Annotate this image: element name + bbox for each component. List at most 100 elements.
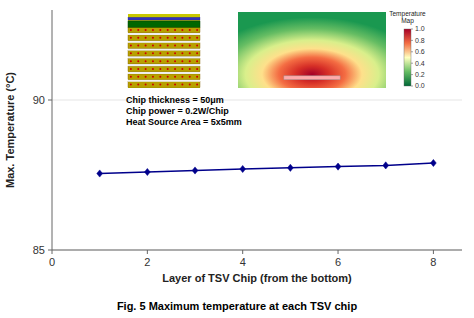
y-grid-line (52, 250, 462, 251)
x-tick (147, 250, 148, 254)
colorbar-title: TemperatureMap (389, 10, 426, 25)
tsv-dot (152, 83, 154, 85)
tsv-dot (159, 29, 161, 31)
x-tick-label: 2 (144, 256, 150, 268)
tsv-dot (130, 83, 132, 85)
colorbar-tick-label: 0.2 (415, 71, 425, 78)
data-point (383, 162, 389, 169)
tsv-dot (189, 76, 191, 78)
y-tick (48, 100, 52, 101)
tsv-dot (137, 68, 139, 70)
tsv-dot (174, 37, 176, 39)
x-tick-label: 8 (430, 256, 436, 268)
chip-layer (128, 74, 200, 79)
plot-data (97, 159, 436, 177)
tsv-dot (152, 76, 154, 78)
tsv-dot (152, 45, 154, 47)
x-tick (338, 250, 339, 254)
tsv-dot (167, 83, 169, 85)
colorbar-tick (411, 86, 413, 87)
figure-caption: Fig. 5 Maximum temperature at each TSV c… (117, 300, 358, 312)
tsv-dot (181, 60, 183, 62)
tsv-dot (137, 60, 139, 62)
tsv-dot (196, 68, 198, 70)
y-tick (48, 250, 52, 251)
colorbar-tick-label: 0.6 (415, 48, 425, 55)
x-tick (242, 250, 243, 254)
connector-strip (128, 79, 200, 81)
tsv-dot (196, 29, 198, 31)
tsv-dot (137, 29, 139, 31)
chart-container: 859002468Layer of TSV Chip (from the bot… (0, 0, 474, 318)
tsv-dot (130, 68, 132, 70)
chip-layer (128, 58, 200, 63)
tsv-dot (159, 60, 161, 62)
tsv-dot (167, 37, 169, 39)
annotation-line: Chip thickness = 50μm (126, 95, 224, 105)
colorbar-tick (411, 63, 413, 64)
tsv-dot (189, 37, 191, 39)
x-tick (52, 250, 53, 254)
axes: 85 90 0 2 4 6 8 (33, 10, 462, 268)
tsv-dot (189, 83, 191, 85)
tsv-dot (181, 37, 183, 39)
y-tick-label: 90 (33, 94, 45, 106)
tsv-dot (181, 68, 183, 70)
tsv-dot (196, 60, 198, 62)
colorbar-tick-label: 0.8 (415, 37, 425, 44)
colorbar-tick (411, 74, 413, 75)
x-tick-label: 0 (49, 256, 55, 268)
connector-strip (128, 48, 200, 50)
tsv-dot (152, 29, 154, 31)
tsv-dot (189, 52, 191, 54)
tsv-dot (145, 45, 147, 47)
tsv-dot (181, 52, 183, 54)
tsv-dot (130, 37, 132, 39)
tsv-dot (189, 45, 191, 47)
tsv-dot (167, 52, 169, 54)
tsv-dot (189, 29, 191, 31)
tsv-dot (159, 52, 161, 54)
tsv-dot (196, 45, 198, 47)
tsv-dot (196, 37, 198, 39)
tsv-dot (137, 37, 139, 39)
tsv-dot (137, 52, 139, 54)
data-point (192, 167, 198, 174)
data-point (287, 164, 293, 171)
thermal-field (238, 12, 386, 88)
y-tick-label: 85 (33, 244, 45, 256)
annotation-line: Chip power = 0.2W/Chip (126, 106, 229, 116)
annotation-line: Heat Source Area = 5x5mm (126, 117, 242, 127)
data-point (335, 163, 341, 170)
tsv-dot (174, 76, 176, 78)
tsv-dot (130, 29, 132, 31)
tsv-dot (145, 52, 147, 54)
heat-source (284, 76, 340, 80)
x-tick-label: 6 (335, 256, 341, 268)
chip-layer (128, 66, 200, 71)
data-point (144, 168, 150, 175)
x-tick-label: 4 (240, 256, 246, 268)
data-point (431, 159, 437, 166)
tsv-dot (152, 60, 154, 62)
colorbar-tick (411, 40, 413, 41)
tsv-dot (174, 29, 176, 31)
tsv-dot (159, 76, 161, 78)
tsv-dot (152, 37, 154, 39)
tsv-dot (181, 83, 183, 85)
inset-thermal-map: 0.00.20.40.60.81.0TemperatureMap (238, 10, 426, 89)
tsv-dot (152, 68, 154, 70)
tsv-dot (196, 52, 198, 54)
connector-strip (128, 33, 200, 35)
tsv-dot (174, 83, 176, 85)
colorbar-tick-label: 1.0 (415, 25, 425, 32)
connector-strip (128, 56, 200, 58)
tsv-dot (174, 68, 176, 70)
pcb-strip (128, 17, 200, 20)
tsv-dot (174, 52, 176, 54)
tsv-dot (130, 52, 132, 54)
tsv-dot (167, 29, 169, 31)
inset-chip-stack (128, 14, 200, 88)
tsv-dot (130, 60, 132, 62)
tsv-dot (189, 68, 191, 70)
